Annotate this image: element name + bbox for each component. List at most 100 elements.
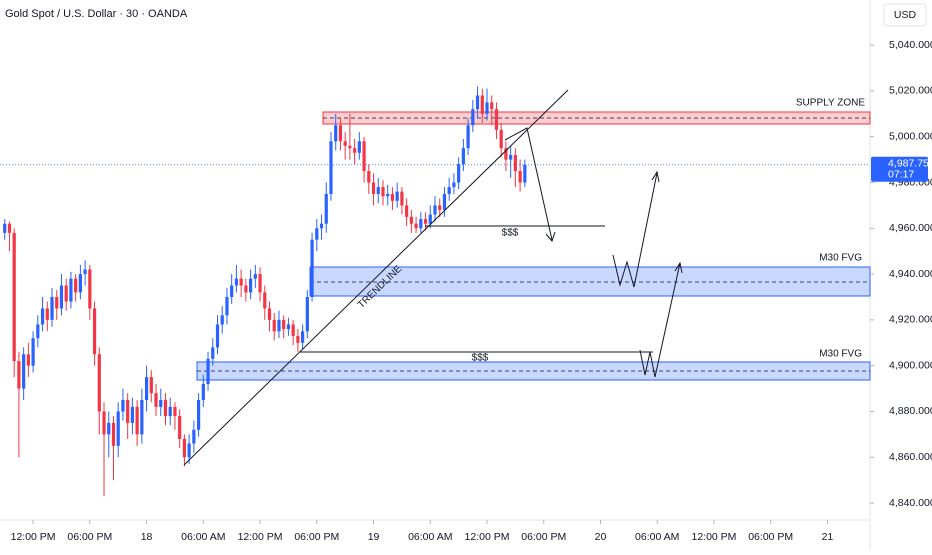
projection-arrow [612, 172, 658, 288]
projection-arrow [639, 262, 681, 378]
x-tick-label: 06:00 AM [635, 531, 679, 543]
candle-body [201, 383, 205, 401]
candle-body [461, 148, 465, 165]
candle-body [499, 129, 503, 149]
candle-body [111, 422, 116, 446]
candle-body [78, 274, 82, 293]
candle-body [272, 319, 276, 332]
candle-body [494, 109, 499, 130]
candle-body [523, 164, 527, 183]
candle-body [187, 443, 191, 458]
candle-body [22, 354, 26, 389]
fvg-label: M30 FVG [819, 349, 862, 360]
candle-body [471, 109, 475, 126]
candle-body [234, 278, 239, 286]
x-tick-label: 19 [368, 531, 380, 543]
candle-body [357, 141, 361, 153]
x-tick-label: 06:00 AM [408, 531, 452, 543]
candle-body [45, 308, 49, 320]
y-tick-label: 4,840.000 [889, 497, 932, 509]
candle-body [130, 406, 134, 423]
trendline [183, 89, 569, 466]
last-price-tag [871, 156, 928, 182]
arrow-head [651, 170, 660, 183]
candle-body [97, 354, 101, 412]
x-tick-label: 06:00 PM [521, 531, 566, 543]
candle-body [442, 193, 447, 210]
y-tick-label: 4,900.000 [889, 359, 932, 371]
y-tick-label: 4,920.000 [889, 314, 932, 326]
x-tick-label: 12:00 PM [11, 531, 56, 543]
candle-body [509, 155, 513, 160]
candle-body [17, 361, 21, 389]
currency-label[interactable]: USD [894, 9, 917, 21]
x-tick-label: 12:00 PM [465, 531, 510, 543]
candle-body [59, 285, 64, 309]
candle-body [475, 95, 480, 110]
candle-body [55, 296, 59, 309]
candle-body [405, 205, 409, 217]
candle-body [301, 331, 305, 343]
candle-body [173, 406, 177, 417]
candle-body [182, 438, 187, 458]
candle-body [414, 223, 418, 229]
projection-arrow [504, 127, 553, 241]
candle-body [296, 335, 300, 343]
x-tick-label: 06:00 AM [181, 531, 225, 543]
candle-body [315, 228, 319, 240]
candle-body [40, 308, 45, 325]
candle-body [154, 393, 158, 407]
arrow-head [545, 231, 556, 242]
candle-body [386, 193, 390, 197]
candle-body [438, 205, 442, 210]
candle-body [419, 219, 423, 229]
x-tick-label: 06:00 PM [67, 531, 112, 543]
candle-body [102, 411, 106, 435]
last-price-label: 4,987.750 [888, 158, 932, 170]
countdown-label: 07:17 [888, 169, 914, 181]
y-tick-label: 5,040.000 [889, 39, 932, 51]
candle-body [64, 285, 68, 302]
x-tick-label: 20 [595, 531, 607, 543]
candle-body [50, 296, 54, 320]
candle-body [485, 102, 489, 114]
candle-body [329, 141, 333, 194]
candle-body [3, 223, 7, 233]
candle-body [324, 193, 328, 224]
currency-button[interactable] [883, 3, 927, 27]
candle-body [348, 145, 352, 149]
candle-body [490, 102, 494, 110]
candle-body [466, 125, 470, 149]
drawings [183, 89, 683, 466]
candle-body [149, 377, 153, 394]
candle-body [376, 187, 380, 194]
candle-body [178, 416, 182, 439]
candle-body [83, 269, 87, 275]
candle-body [433, 205, 437, 215]
candle-body [196, 400, 201, 430]
candle-body [135, 406, 139, 435]
candle-body [371, 182, 376, 194]
y-tick-label: 5,020.000 [889, 85, 932, 97]
chart-title: Gold Spot / U.S. Dollar · 30 · OANDA [5, 8, 188, 20]
candle-body [291, 324, 295, 336]
candle-body [504, 148, 508, 160]
candle-body [263, 292, 267, 309]
candle-body [353, 148, 357, 153]
candle-body [220, 315, 224, 325]
candle-body [447, 187, 451, 194]
x-tick-label: 06:00 PM [748, 531, 793, 543]
candle-body [423, 219, 428, 224]
x-tick-label: 12:00 PM [238, 531, 283, 543]
candle-body [248, 278, 253, 293]
candle-body [428, 214, 432, 224]
candle-body [36, 324, 40, 339]
liquidity-label: $$$ [472, 353, 489, 364]
candle-body [362, 141, 366, 172]
candle-body [74, 278, 78, 293]
y-tick-label: 4,960.000 [889, 222, 932, 234]
candle-body [92, 308, 97, 355]
arrow-head [674, 261, 683, 274]
